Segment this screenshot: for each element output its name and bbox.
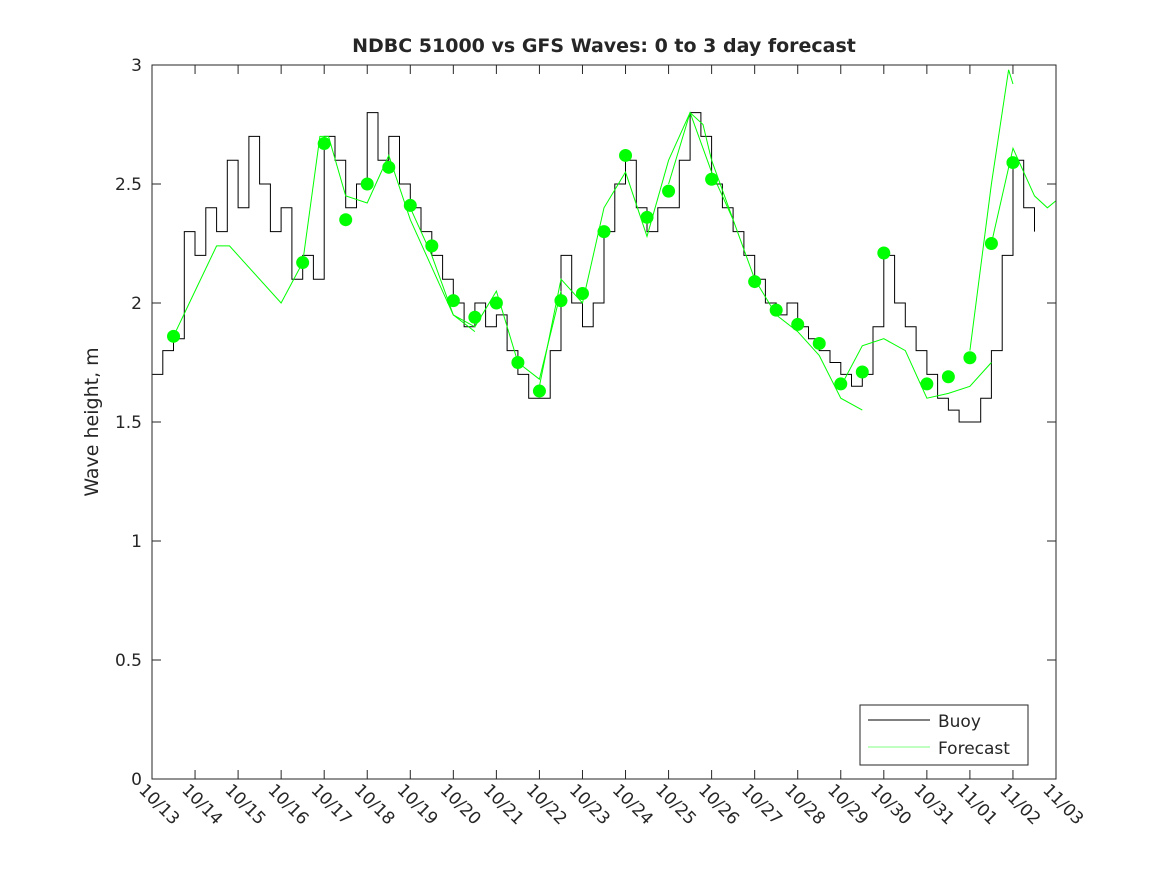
y-axis-label: Wave height, m	[81, 347, 103, 496]
forecast-point	[597, 225, 611, 239]
forecast-point	[446, 294, 460, 308]
forecast-run-line-3	[538, 111, 734, 387]
forecast-point	[167, 329, 181, 343]
forecast-point	[984, 237, 998, 250]
forecast-point	[1006, 156, 1020, 170]
y-tick-label: 0	[131, 770, 142, 790]
forecast-point	[360, 177, 374, 191]
legend-box	[859, 704, 1029, 766]
legend: Buoy Forecast	[859, 704, 1029, 766]
forecast-point	[748, 275, 762, 289]
y-tick-label: 1.5	[115, 413, 142, 433]
forecast-point	[834, 377, 848, 391]
legend-forecast-label: Forecast	[938, 739, 1010, 759]
forecast-point	[425, 239, 439, 253]
forecast-point	[812, 336, 826, 350]
y-tick-label: 0.5	[115, 651, 142, 671]
forecast-run-line-6	[969, 69, 1014, 351]
forecast-point	[640, 210, 654, 224]
forecast-run-line-7	[990, 146, 1056, 244]
forecast-point	[619, 148, 633, 162]
forecast-point	[511, 356, 525, 369]
forecast-point	[403, 198, 417, 212]
forecast-run-line-1	[302, 135, 476, 332]
forecast-point	[554, 294, 568, 308]
plot-area	[152, 69, 1056, 423]
forecast-point	[317, 137, 331, 151]
forecast-point	[769, 303, 783, 317]
forecast-point	[532, 384, 546, 398]
forecast-point	[339, 213, 353, 227]
forecast-point	[489, 296, 503, 310]
forecast-point	[963, 351, 977, 365]
forecast-point	[855, 365, 869, 379]
forecast-point	[382, 160, 396, 174]
forecast-point	[575, 286, 589, 300]
forecast-point	[791, 317, 805, 331]
forecast-point	[296, 256, 310, 270]
forecast-run-line-5	[840, 338, 992, 399]
forecast-run-line-0	[173, 245, 304, 337]
forecast-point	[941, 370, 955, 384]
legend-buoy-label: Buoy	[938, 712, 981, 732]
forecast-run-line-2	[409, 207, 562, 381]
y-tick-label: 3	[131, 56, 142, 76]
forecast-point	[920, 377, 934, 391]
y-tick-label: 2	[131, 294, 142, 314]
y-tick-label: 2.5	[115, 175, 142, 195]
y-tick-label: 1	[131, 532, 142, 552]
forecast-point	[468, 310, 482, 324]
forecast-point	[705, 172, 719, 186]
forecast-point	[662, 184, 676, 198]
chart-title: NDBC 51000 vs GFS Waves: 0 to 3 day fore…	[352, 35, 856, 57]
forecast-point	[877, 246, 891, 260]
